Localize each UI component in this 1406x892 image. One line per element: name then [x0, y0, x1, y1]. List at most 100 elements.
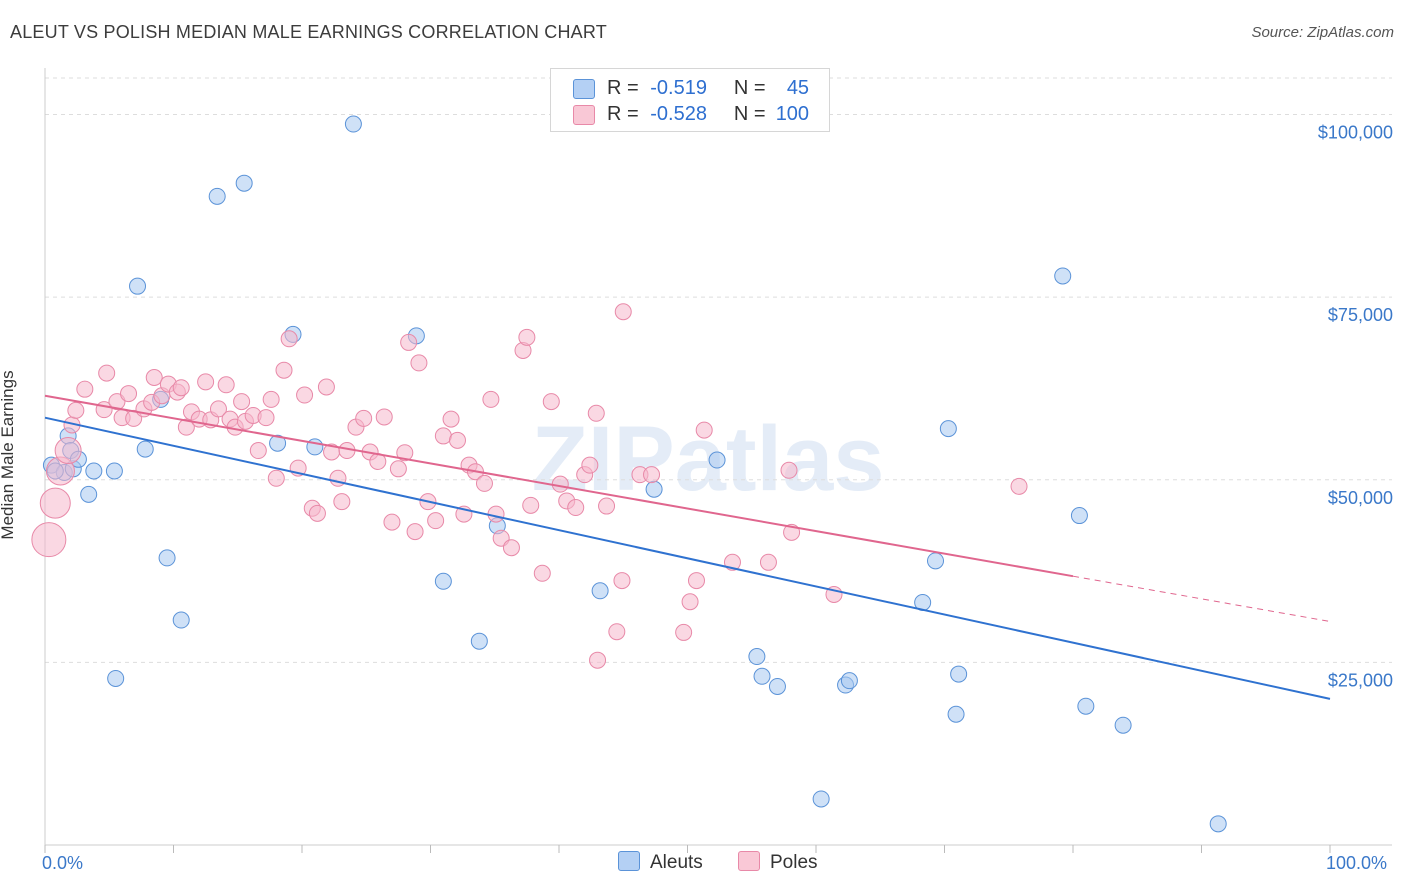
chart-title: ALEUT VS POLISH MEDIAN MALE EARNINGS COR… [10, 22, 607, 42]
poles-point [400, 333, 418, 351]
aleut-point [768, 677, 786, 695]
aleut-point [136, 440, 154, 458]
poles-point [383, 513, 401, 531]
x-tick-max: 100.0% [1326, 853, 1388, 873]
poles-r-value: -0.528 [650, 103, 707, 125]
poles-point [442, 410, 460, 428]
poles-point [542, 393, 560, 411]
poles-point [1010, 477, 1028, 495]
aleut-point [1077, 697, 1095, 715]
aleut-point [927, 552, 945, 570]
aleut-point [1209, 815, 1227, 833]
poles-point [262, 390, 280, 408]
poles-point [780, 461, 798, 479]
poles-point [434, 427, 452, 445]
poles-point [643, 466, 661, 484]
aleut-point [434, 572, 452, 590]
poles-point [687, 572, 705, 590]
y-tick-label: $100,000 [1318, 123, 1393, 143]
aleut-r-value: -0.519 [650, 77, 707, 99]
poles-point [482, 390, 500, 408]
poles-n-value: 100 [775, 103, 810, 125]
aleut-point [950, 665, 968, 683]
aleut-point [1054, 267, 1072, 285]
poles-point [172, 379, 190, 397]
poles-point [76, 380, 94, 398]
poles-point [145, 368, 163, 386]
aleut-point [158, 549, 176, 567]
poles-point [613, 572, 631, 590]
legend-row-poles: R = -0.528 N = 100 [573, 103, 809, 127]
poles-point [375, 408, 393, 426]
poles-point [257, 409, 275, 427]
poles-point [518, 328, 536, 346]
legend-row-aleut: R = -0.519 N = 45 [573, 77, 809, 101]
poles-point [209, 400, 227, 418]
aleut-point [947, 705, 965, 723]
x-tick-min: 0.0% [42, 853, 84, 873]
aleut-point [129, 277, 147, 295]
poles-point [333, 493, 351, 511]
poles-point [581, 456, 599, 474]
aleut-point [107, 669, 125, 687]
aleut-point [1070, 507, 1088, 525]
aleut-point [80, 485, 98, 503]
poles-point [249, 442, 267, 460]
aleuts-swatch [618, 851, 640, 872]
aleut-n-value: 45 [786, 77, 810, 99]
aleut-point [344, 115, 362, 133]
poles-point [120, 385, 138, 403]
aleut-point [939, 420, 957, 438]
source-label: Source: ZipAtlas.com [1251, 24, 1394, 41]
poles-point [31, 522, 67, 558]
poles-point [355, 409, 373, 427]
poles-point [587, 404, 605, 422]
poles-point [614, 303, 632, 321]
aleut-point [812, 790, 830, 808]
poles-point [67, 401, 85, 419]
poles-point [98, 364, 116, 382]
aleut-point [172, 611, 190, 629]
poles-point [217, 376, 235, 394]
y-tick-label: $50,000 [1328, 488, 1393, 508]
poles-point [410, 354, 428, 372]
poles-trend-line [44, 394, 1074, 578]
aleut-point [235, 174, 253, 192]
aleut-point [208, 187, 226, 205]
poles-point [108, 393, 126, 411]
poles-point [675, 623, 693, 641]
aleut-point [591, 582, 609, 600]
poles-point [522, 496, 540, 514]
aleut-point [748, 648, 766, 666]
poles-legend-swatch [738, 851, 760, 872]
correlation-legend: R = -0.519 N = 45 R = -0.528 N = 100 [550, 68, 830, 132]
y-tick-label: $25,000 [1328, 670, 1393, 690]
bottom-legend-poles: Poles [738, 851, 818, 874]
poles-point [406, 523, 424, 541]
poles-point [502, 539, 520, 557]
aleut-point [753, 667, 771, 685]
bottom-legend-aleuts: Aleuts [618, 851, 703, 874]
y-tick-label: $75,000 [1328, 305, 1393, 325]
poles-point [54, 437, 82, 465]
poles-point [533, 564, 551, 582]
poles-point [759, 553, 777, 571]
poles-point [598, 497, 616, 515]
poles-point [567, 499, 585, 517]
poles-point [589, 651, 607, 669]
poles-point [695, 421, 713, 439]
poles-point [427, 512, 445, 530]
poles-trend-extension [1072, 575, 1331, 622]
poles-point [267, 469, 285, 487]
poles-point [275, 361, 293, 379]
poles-point [448, 431, 466, 449]
poles-point [608, 623, 626, 641]
aleut-trend-line [44, 416, 1331, 700]
aleut-point [645, 480, 663, 498]
poles-point [551, 475, 569, 493]
poles-point [308, 504, 326, 522]
poles-point [475, 474, 493, 492]
poles-point [487, 505, 505, 523]
aleut-point [105, 462, 123, 480]
